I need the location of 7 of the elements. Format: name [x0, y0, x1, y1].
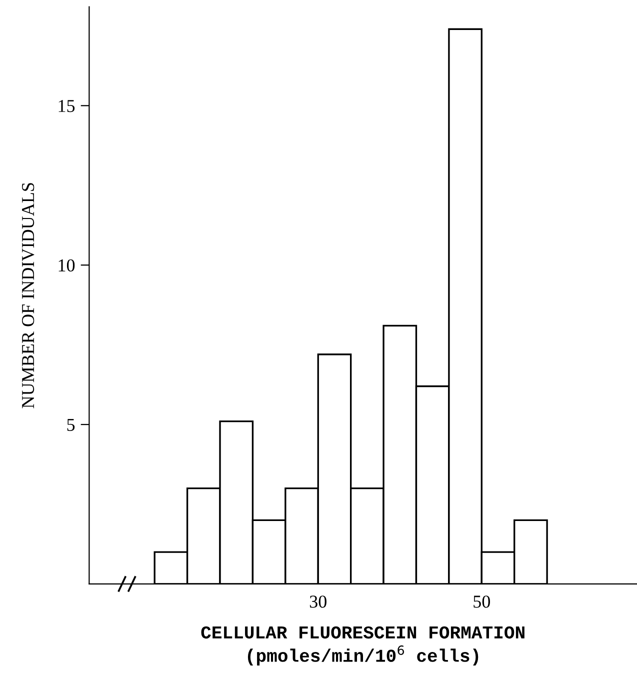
y-tick-label: 5 — [67, 418, 75, 431]
y-axis-title: NUMBER OF INDIVIDUALS — [22, 183, 34, 408]
x-axis-title: CELLULAR FLUORESCEIN FORMATION (pmoles/min/10$^{6}$ cells) — [201, 626, 524, 666]
y-tick-label: 10 — [58, 259, 75, 272]
x-tick-label: 50 — [474, 596, 490, 608]
y-tick-label: 15 — [58, 100, 75, 112]
x-tick-label: 30 — [310, 596, 326, 608]
